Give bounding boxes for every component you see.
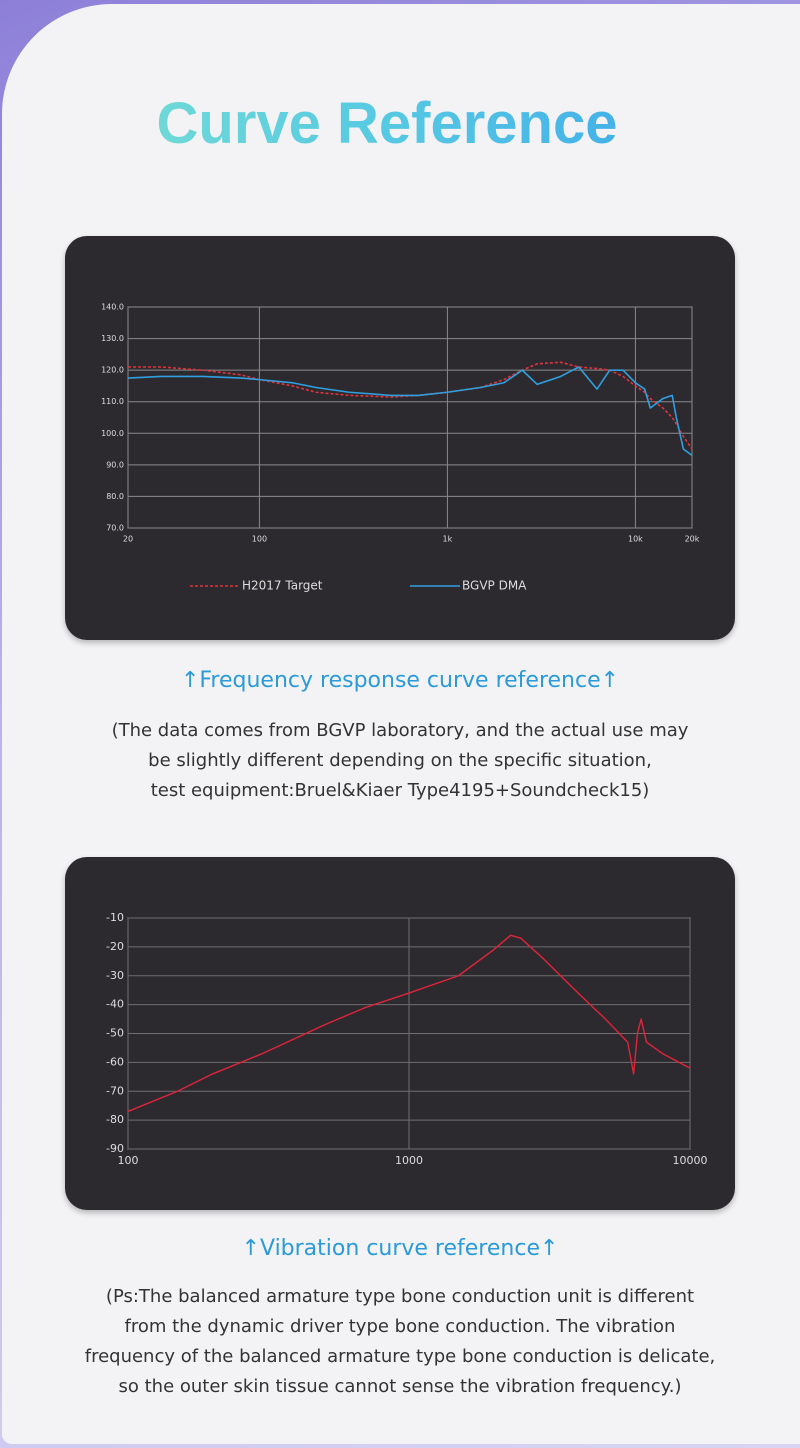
x-tick-label: 20k <box>685 535 700 544</box>
data-line <box>127 934 691 1113</box>
legend-label: H2017 Target <box>242 579 323 593</box>
page-title: Curve Reference <box>2 90 772 157</box>
note-line: from the dynamic driver type bone conduc… <box>124 1316 676 1337</box>
note-line: frequency of the balanced armature type … <box>84 1346 716 1367</box>
note-line: so the outer skin tissue cannot sense th… <box>118 1376 682 1397</box>
y-tick-label: 70.0 <box>106 524 124 533</box>
plot-area <box>127 306 693 529</box>
legend-label: BGVP DMA <box>462 579 527 593</box>
y-tick-label: -70 <box>106 1084 124 1097</box>
y-tick-label: -50 <box>106 1027 124 1040</box>
note-line: test equipment:Bruel&Kiaer Type4195+Soun… <box>150 780 650 801</box>
y-tick-label: -20 <box>106 940 124 953</box>
x-tick-label: 1k <box>443 535 453 544</box>
y-tick-label: 140.0 <box>101 303 124 312</box>
data-line <box>128 361 693 450</box>
y-tick-label: -60 <box>106 1055 124 1068</box>
caption: ↑Frequency response curve reference↑ <box>180 668 620 693</box>
y-tick-label: -40 <box>106 998 124 1011</box>
y-tick-label: 110.0 <box>101 397 124 406</box>
chart-panel: 70.0 80.0 90.0 100.0 110.0 120.0 130.0 140.0 20 1… <box>65 236 735 640</box>
chart: -90 -80 -70 -60 -50 -40 -30 -20 -10 100 1000 10000 <box>106 911 708 1167</box>
y-tick-label: -30 <box>106 969 124 982</box>
chart-panel: -90 -80 -70 -60 -50 -40 -30 -20 -10 100 1000 10000 <box>65 857 735 1210</box>
chart: 70.0 80.0 90.0 100.0 110.0 120.0 130.0 140.0 20 1… <box>101 303 700 593</box>
y-tick-label: -90 <box>106 1142 124 1155</box>
x-tick-label: 10k <box>628 535 643 544</box>
x-tick-label: 20 <box>123 535 133 544</box>
x-tick-label: 1000 <box>395 1154 423 1167</box>
y-tick-label: 130.0 <box>101 334 124 343</box>
note: (Ps:The balanced armature type bone cond… <box>0 1282 800 1402</box>
caption: ↑Vibration curve reference↑ <box>241 1236 559 1261</box>
y-tick-label: 90.0 <box>106 460 124 469</box>
y-tick-label: -80 <box>106 1113 124 1126</box>
note-line: (The data comes from BGVP laboratory, an… <box>111 720 689 741</box>
y-tick-label: 100.0 <box>101 429 124 438</box>
y-tick-label: 120.0 <box>101 366 124 375</box>
x-tick-label: 100 <box>252 535 267 544</box>
note-line: (Ps:The balanced armature type bone cond… <box>105 1286 695 1307</box>
note: (The data comes from BGVP laboratory, an… <box>0 716 800 806</box>
y-tick-label: 80.0 <box>106 492 124 501</box>
x-tick-label: 10000 <box>673 1154 708 1167</box>
note-line: be slightly different depending on the s… <box>148 750 652 771</box>
x-tick-label: 100 <box>118 1154 139 1167</box>
data-line <box>127 366 693 457</box>
y-tick-label: -10 <box>106 911 124 924</box>
